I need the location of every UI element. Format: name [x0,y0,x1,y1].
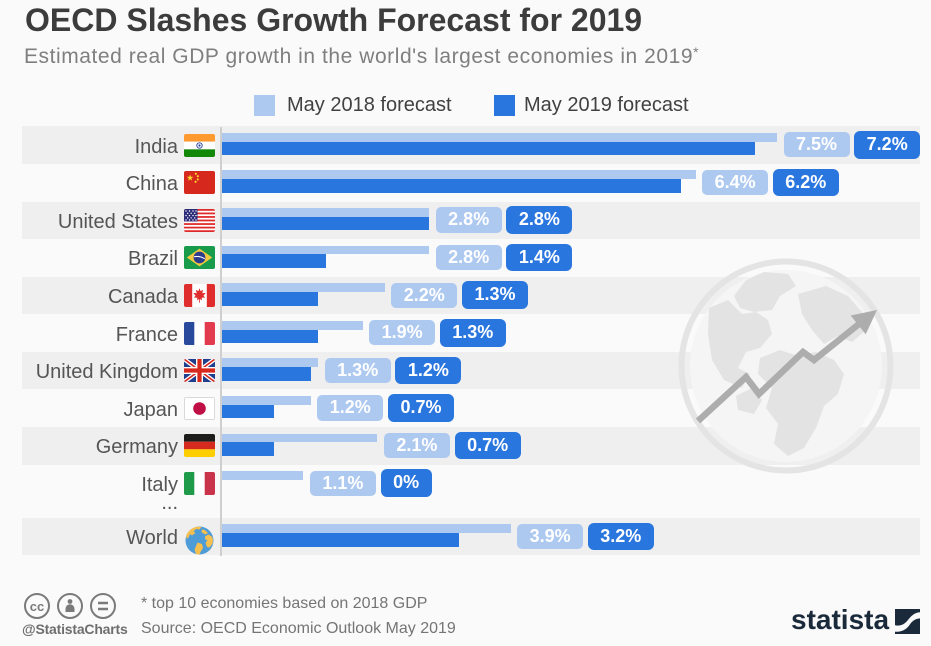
svg-text:cc: cc [30,599,44,614]
